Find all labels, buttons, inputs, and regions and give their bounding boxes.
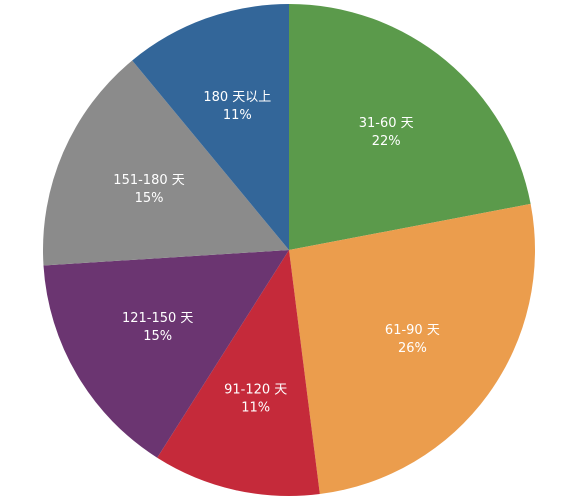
pie-slice [132, 4, 289, 250]
pie-slice [157, 250, 320, 496]
slice-label: 180 天以上 [203, 90, 271, 105]
slice-label: 151-180 天 [113, 173, 184, 188]
pie-slice [289, 4, 531, 250]
slice-value-label: 15% [135, 191, 164, 206]
slice-value-label: 11% [241, 400, 270, 415]
slice-label: 121-150 天 [122, 311, 193, 326]
slice-label: 31-60 天 [359, 116, 414, 131]
slice-label: 91-120 天 [224, 382, 287, 397]
slice-value-label: 26% [398, 341, 427, 356]
pie-slice [43, 60, 289, 266]
slice-label: 61-90 天 [385, 323, 440, 338]
slice-value-label: 15% [143, 329, 172, 344]
pie-slice [289, 203, 535, 495]
slice-value-label: 22% [372, 134, 401, 149]
slice-value-label: 11% [223, 108, 252, 123]
pie-slice [43, 250, 289, 458]
